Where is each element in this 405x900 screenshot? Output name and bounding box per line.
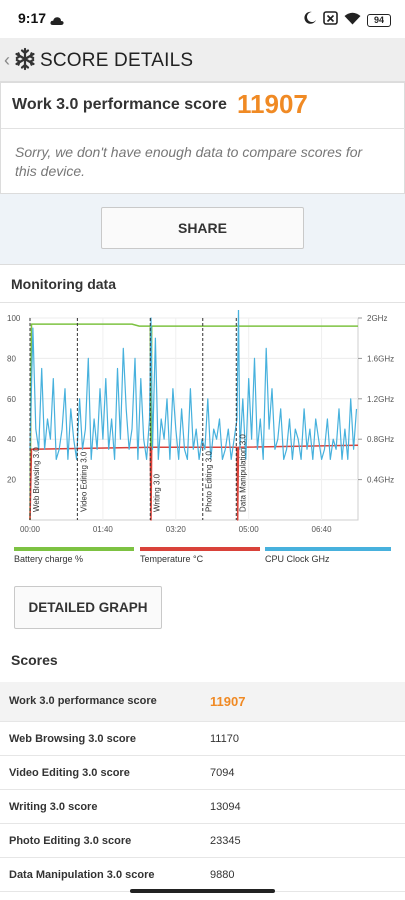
status-bar: 9:17 94 [0, 0, 405, 38]
status-time: 9:17 [18, 10, 47, 26]
y-tick-label: 80 [7, 354, 16, 363]
scores-table: Work 3.0 performance score 11907 Web Bro… [0, 682, 405, 892]
status-icons: 94 [303, 11, 391, 30]
app-bar: ‹ SCORE DETAILS [0, 38, 405, 82]
legend-temperature-swatch [140, 547, 260, 551]
y-right-tick-label: 0.4GHz [367, 476, 394, 485]
cloud-icon [50, 13, 64, 31]
row-value: 11907 [210, 694, 246, 709]
table-row: Photo Editing 3.0 score 23345 [0, 824, 405, 858]
row-value: 7094 [210, 767, 235, 779]
test-marker-label: Video Editing 3.0 [79, 451, 88, 512]
y-right-tick-label: 1.2GHz [367, 395, 394, 404]
x-tick-label: 01:40 [93, 525, 114, 534]
no-sim-icon [323, 11, 338, 30]
legend-cpu: CPU Clock GHz [265, 547, 391, 567]
table-row: Video Editing 3.0 score 7094 [0, 756, 405, 790]
share-section: SHARE [0, 194, 405, 264]
table-row: Data Manipulation 3.0 score 9880 [0, 858, 405, 892]
home-indicator[interactable] [130, 889, 275, 893]
comparison-message: Sorry, we don't have enough data to comp… [15, 144, 363, 179]
test-marker-label: Writing 3.0 [152, 473, 161, 512]
battery-icon: 94 [367, 14, 391, 27]
score-header: Work 3.0 performance score 11907 [1, 83, 405, 129]
table-row: Work 3.0 performance score 11907 [0, 682, 405, 722]
legend-battery-label: Battery charge % [14, 554, 84, 564]
row-value: 9880 [210, 869, 235, 881]
row-label: Data Manipulation 3.0 score [9, 869, 155, 881]
y-tick-label: 100 [7, 314, 21, 323]
divider [0, 302, 405, 303]
y-tick-label: 60 [7, 395, 16, 404]
score-value: 11907 [237, 89, 308, 119]
back-chevron-icon[interactable]: ‹ [4, 50, 10, 70]
y-right-tick-label: 2GHz [367, 314, 387, 323]
row-value: 11170 [210, 733, 239, 745]
row-value: 23345 [210, 835, 241, 847]
test-marker-label: Photo Editing 3.0 [205, 451, 214, 512]
score-card: Work 3.0 performance score 11907 Sorry, … [0, 82, 405, 194]
y-tick-label: 20 [7, 476, 16, 485]
x-tick-label: 05:00 [239, 525, 260, 534]
page-title: SCORE DETAILS [40, 50, 194, 71]
moon-icon [303, 11, 317, 30]
test-marker-label: Data Manipulation 3.0 [238, 434, 247, 512]
x-tick-label: 00:00 [20, 525, 41, 534]
y-tick-label: 40 [7, 435, 16, 444]
legend-battery-swatch [14, 547, 134, 551]
score-label: Work 3.0 performance score [12, 96, 227, 113]
y-right-tick-label: 1.6GHz [367, 354, 394, 363]
row-label: Photo Editing 3.0 score [9, 835, 132, 847]
detailed-graph-button[interactable]: DETAILED GRAPH [14, 586, 162, 629]
snowflake-logo-icon [14, 47, 36, 76]
test-marker-label: Web Browsing 3.0 [32, 447, 41, 512]
monitoring-chart: 100 80 60 40 20 2GHz 1.6GHz 1.2GHz 0.8GHz 0.4GHz 0… [7, 310, 394, 534]
x-tick-label: 06:40 [312, 525, 333, 534]
row-label: Writing 3.0 score [9, 801, 98, 813]
row-label: Video Editing 3.0 score [9, 767, 130, 779]
row-label: Work 3.0 performance score [9, 695, 157, 707]
share-button[interactable]: SHARE [101, 207, 304, 249]
table-row: Web Browsing 3.0 score 11170 [0, 722, 405, 756]
legend-temperature-label: Temperature °C [140, 554, 204, 564]
row-value: 13094 [210, 801, 241, 813]
legend-cpu-swatch [265, 547, 391, 551]
wifi-icon [344, 12, 361, 30]
x-tick-label: 03:20 [166, 525, 187, 534]
monitoring-title: Monitoring data [11, 276, 116, 292]
legend-cpu-label: CPU Clock GHz [265, 554, 330, 564]
table-row: Writing 3.0 score 13094 [0, 790, 405, 824]
scores-title: Scores [11, 652, 58, 668]
legend-temperature: Temperature °C [140, 547, 260, 567]
row-label: Web Browsing 3.0 score [9, 733, 136, 745]
legend-battery: Battery charge % [14, 547, 134, 567]
series-line [29, 310, 358, 460]
y-right-tick-label: 0.8GHz [367, 435, 394, 444]
